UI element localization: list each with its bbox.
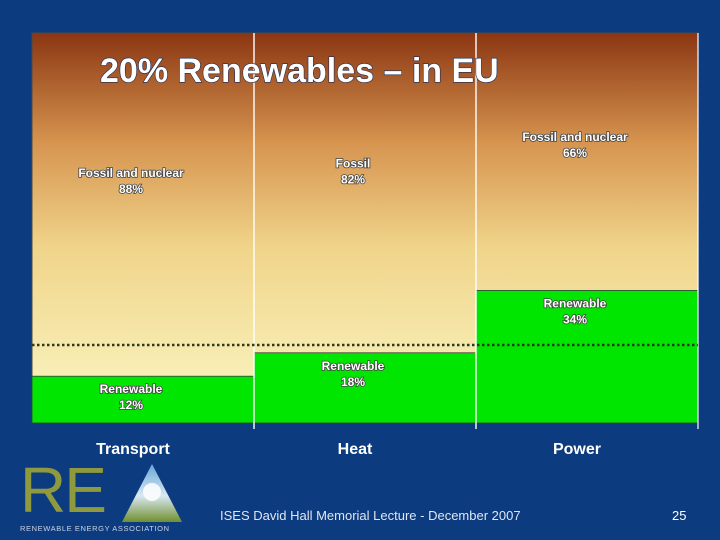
renewable-label-transport-line-0: Renewable bbox=[100, 382, 163, 396]
fossil-label-transport-line-1: 88% bbox=[119, 182, 143, 196]
chart-title: 20% Renewables – in EU bbox=[100, 52, 499, 90]
rea-logo: RE RENEWABLE ENERGY ASSOCIATION bbox=[20, 454, 182, 536]
fossil-label-power: Fossil and nuclear 66% bbox=[522, 130, 628, 160]
fossil-label-transport: Fossil and nuclear 88% bbox=[78, 166, 184, 196]
renewable-label-transport-line-1: 12% bbox=[119, 398, 143, 412]
logo-tagline: RENEWABLE ENERGY ASSOCIATION bbox=[20, 524, 170, 533]
renewable-label-heat-line-1: 18% bbox=[341, 375, 365, 389]
category-label-transport: Transport bbox=[96, 441, 170, 458]
renewable-label-heat-line-0: Renewable bbox=[322, 359, 385, 373]
renewable-bar-transport bbox=[31, 375, 255, 424]
category-label-power: Power bbox=[553, 441, 601, 458]
fossil-label-heat: Fossil 82% bbox=[336, 156, 371, 186]
footer-text: ISES David Hall Memorial Lecture - Decem… bbox=[220, 508, 521, 523]
renewable-label-heat: Renewable 18% bbox=[322, 359, 385, 389]
renewable-bar-power bbox=[475, 289, 699, 424]
fossil-label-heat-line-0: Fossil bbox=[336, 156, 371, 170]
fossil-label-power-line-1: 66% bbox=[563, 146, 587, 160]
fossil-label-power-line-0: Fossil and nuclear bbox=[522, 130, 628, 144]
renewable-label-power: Renewable 34% bbox=[544, 296, 607, 326]
renewable-label-power-line-0: Renewable bbox=[544, 296, 607, 310]
renewable-label-power-line-1: 34% bbox=[563, 312, 587, 326]
page-number: 25 bbox=[672, 508, 687, 523]
fossil-label-transport-line-0: Fossil and nuclear bbox=[78, 166, 184, 180]
logo-letters: RE bbox=[20, 454, 107, 526]
logo-triangle-icon bbox=[122, 464, 182, 522]
renewable-label-transport: Renewable 12% bbox=[100, 382, 163, 412]
renewable-bar-heat bbox=[253, 352, 477, 424]
fossil-label-heat-line-1: 82% bbox=[341, 172, 365, 186]
category-label-heat: Heat bbox=[338, 441, 373, 458]
